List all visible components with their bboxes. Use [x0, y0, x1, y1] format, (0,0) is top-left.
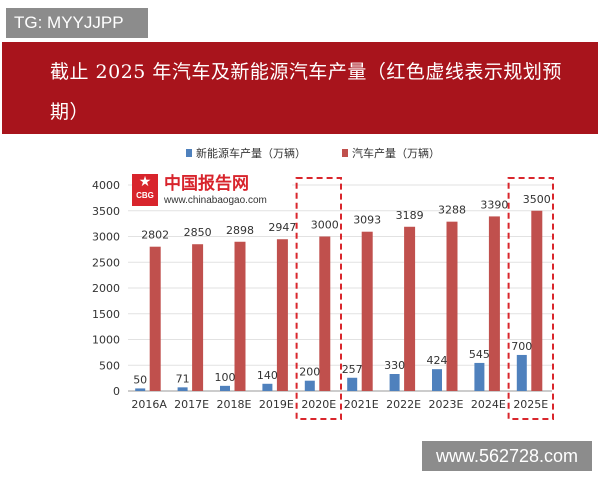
projection-highlight-box — [507, 177, 555, 420]
bar-nev — [135, 388, 146, 391]
bar-nev — [516, 354, 527, 391]
bar-car — [404, 226, 416, 391]
star-icon: ★ — [138, 174, 152, 190]
data-label-car: 2802 — [141, 229, 169, 242]
x-tick-label: 2016A — [131, 398, 167, 411]
x-tick-label: 2019E — [259, 398, 294, 411]
logo-name: 中国报告网 — [164, 174, 249, 194]
bar-nev — [304, 380, 315, 391]
legend-label: 汽车产量（万辆） — [352, 146, 440, 160]
bar-nev — [347, 377, 358, 391]
y-tick-label: 1500 — [92, 308, 120, 321]
x-tick-label: 2017E — [174, 398, 209, 411]
data-label-nev: 140 — [257, 369, 278, 382]
logo-url: www.chinabaogao.com — [164, 195, 267, 206]
data-label-nev: 257 — [342, 363, 363, 376]
bar-car — [234, 241, 246, 391]
projection-highlight-box — [295, 177, 343, 420]
data-label-car: 2947 — [268, 221, 296, 234]
x-tick-label: 2020E — [301, 398, 336, 411]
bar-nev — [474, 362, 485, 391]
source-tag: TG: MYYJJPP — [6, 8, 148, 38]
data-label-nev: 424 — [427, 354, 448, 367]
y-tick-label: 3000 — [92, 231, 120, 244]
data-label-nev: 330 — [384, 359, 405, 372]
bar-car — [446, 221, 458, 391]
data-label-car: 2898 — [226, 224, 254, 237]
bar-car — [276, 239, 288, 391]
data-label-car: 3500 — [523, 193, 551, 206]
y-tick-label: 0 — [113, 385, 120, 398]
legend-label: 新能源车产量（万辆） — [196, 146, 306, 160]
y-tick-label: 2500 — [92, 256, 120, 269]
legend-swatch — [342, 149, 348, 157]
bar-nev — [220, 385, 230, 391]
logo-mark-text: CBG — [136, 191, 154, 200]
bar-car — [488, 216, 500, 391]
bar-car — [361, 231, 373, 391]
bar-chart: 0 500 1000 1500 2000 2500 3000 3500 4000 新能源车产量（万… — [92, 146, 555, 420]
bar-nev — [389, 374, 400, 391]
data-label-car: 3000 — [311, 219, 339, 232]
bar-car — [319, 236, 331, 391]
y-tick-label: 3500 — [92, 205, 120, 218]
data-label-car: 3288 — [438, 204, 466, 217]
x-tick-label: 2022E — [386, 398, 421, 411]
bar-car — [149, 246, 161, 391]
x-tick-label: 2023E — [429, 398, 464, 411]
site-watermark: www.562728.com — [422, 441, 592, 471]
title-banner: 截止 2025 年汽车及新能源汽车产量（红色虚线表示规划预期） — [2, 42, 598, 134]
x-tick-label: 2021E — [344, 398, 379, 411]
x-tick-label: 2024E — [471, 398, 506, 411]
publisher-logo: ★ CBG 中国报告网 www.chinabaogao.com — [132, 172, 292, 210]
bar-nev — [432, 369, 442, 391]
data-label-car: 2850 — [184, 226, 212, 239]
data-label-nev: 50 — [133, 373, 147, 386]
y-tick-label: 4000 — [92, 179, 120, 192]
x-tick-label: 2018E — [217, 398, 252, 411]
data-label-nev: 100 — [215, 371, 236, 384]
data-label-nev: 700 — [511, 340, 532, 353]
y-tick-label: 500 — [99, 359, 120, 372]
legend-swatch — [186, 149, 192, 157]
logo-emblem: ★ CBG — [132, 174, 158, 206]
bar-nev — [177, 387, 188, 391]
data-label-car: 3390 — [480, 198, 508, 211]
y-tick-label: 1000 — [92, 334, 120, 347]
bar-car — [192, 244, 204, 391]
data-label-nev: 200 — [299, 366, 320, 379]
chart-title: 截止 2025 年汽车及新能源汽车产量（红色虚线表示规划预期） — [50, 61, 562, 123]
x-tick-label: 2025E — [513, 398, 548, 411]
data-label-nev: 545 — [469, 348, 490, 361]
data-label-car: 3093 — [353, 214, 381, 227]
data-label-nev: 71 — [176, 372, 190, 385]
bar-car — [531, 210, 543, 391]
y-tick-label: 2000 — [92, 282, 120, 295]
data-label-car: 3189 — [396, 209, 424, 222]
bar-nev — [262, 383, 273, 391]
